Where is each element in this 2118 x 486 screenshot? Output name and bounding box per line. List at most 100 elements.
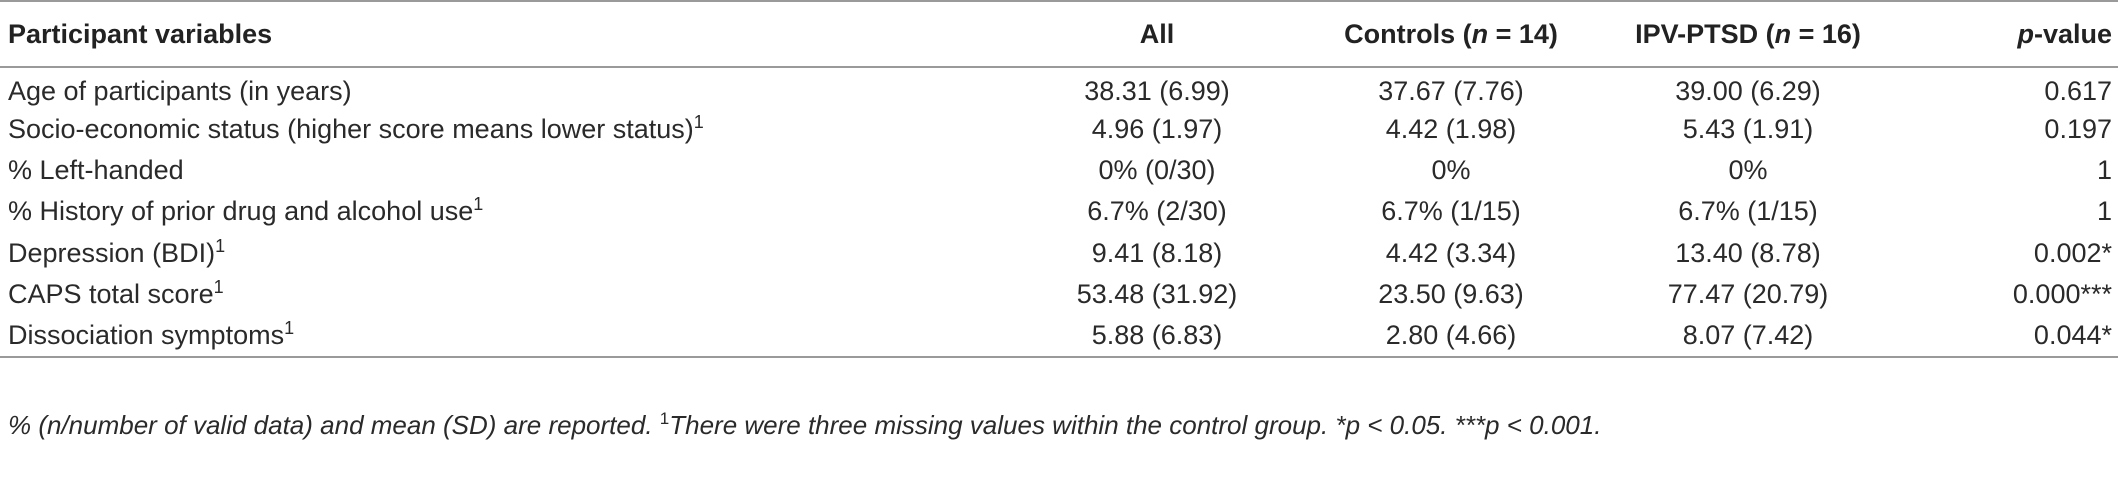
header-controls: Controls (n = 14) <box>1304 0 1598 68</box>
cell-all: 53.48 (31.92) <box>1010 274 1304 315</box>
header-row: Participant variables All Controls (n = … <box>0 0 2118 68</box>
table-row: % History of prior drug and alcohol use1… <box>0 191 2118 232</box>
cell-variable-label: Dissociation symptoms1 <box>0 315 1010 358</box>
footnote-part2: There were three missing values within t… <box>669 410 1602 440</box>
cell-controls-text: 4.42 (1.98) <box>1385 113 1517 144</box>
cell-p-value: 1 <box>1898 150 2118 191</box>
cell-all-text: 38.31 (6.99) <box>1084 75 1230 106</box>
header-ipv-n: n <box>1774 18 1792 49</box>
cell-all-text: 5.88 (6.83) <box>1091 320 1223 351</box>
cell-controls: 23.50 (9.63) <box>1304 274 1598 315</box>
cell-ipv-ptsd: 0% <box>1598 150 1898 191</box>
table-row: Age of participants (in years) 38.31 (6.9… <box>0 67 2118 108</box>
cell-controls-text: 4.42 (3.34) <box>1385 237 1517 268</box>
cell-all-text: 0% (0/30) <box>1098 154 1216 185</box>
table-row: % Left-handed 0% (0/30) 0% 0% 1 <box>0 150 2118 191</box>
cell-all-text: 6.7% (2/30) <box>1087 196 1227 227</box>
header-controls-suffix: = 14) <box>1488 18 1558 49</box>
cell-variable-label-text: Depression (BDI) <box>8 237 216 268</box>
participant-variables-table: Participant variables All Controls (n = … <box>0 0 2118 358</box>
header-all: All <box>1010 0 1304 68</box>
header-p-italic: p <box>2017 18 2034 49</box>
header-ipv-prefix: IPV-PTSD ( <box>1635 18 1775 49</box>
cell-all: 0% (0/30) <box>1010 150 1304 191</box>
footnote-marker: 1 <box>284 318 295 339</box>
table-body: Age of participants (in years) 38.31 (6.9… <box>0 67 2118 358</box>
cell-controls-text: 6.7% (1/15) <box>1381 196 1521 227</box>
cell-controls: 4.42 (3.34) <box>1304 233 1598 274</box>
cell-controls: 4.42 (1.98) <box>1304 108 1598 149</box>
footnote-marker: 1 <box>473 194 484 215</box>
cell-ipv-ptsd-text: 39.00 (6.29) <box>1675 75 1821 106</box>
cell-p-value-text: 0.197 <box>2044 113 2112 144</box>
footnote-marker: 1 <box>213 277 224 298</box>
cell-variable-label: Depression (BDI)1 <box>0 233 1010 274</box>
cell-controls-text: 37.67 (7.76) <box>1378 75 1524 106</box>
cell-variable-label: % Left-handed <box>0 150 1010 191</box>
cell-ipv-ptsd: 13.40 (8.78) <box>1598 233 1898 274</box>
cell-ipv-ptsd-text: 77.47 (20.79) <box>1667 279 1829 310</box>
cell-variable-label: Age of participants (in years) <box>0 67 1010 108</box>
cell-all: 5.88 (6.83) <box>1010 315 1304 358</box>
cell-controls-text: 2.80 (4.66) <box>1385 320 1517 351</box>
header-p-value: p-value <box>1898 0 2118 68</box>
cell-all: 6.7% (2/30) <box>1010 191 1304 232</box>
header-participant-variables-text: Participant variables <box>8 18 273 49</box>
cell-p-value: 0.044* <box>1898 315 2118 358</box>
table-header: Participant variables All Controls (n = … <box>0 0 2118 68</box>
header-controls-n: n <box>1471 18 1489 49</box>
cell-ipv-ptsd-text: 5.43 (1.91) <box>1682 113 1814 144</box>
cell-variable-label-text: % History of prior drug and alcohol use <box>8 196 474 227</box>
cell-all-text: 9.41 (8.18) <box>1091 237 1223 268</box>
cell-ipv-ptsd: 77.47 (20.79) <box>1598 274 1898 315</box>
cell-ipv-ptsd: 8.07 (7.42) <box>1598 315 1898 358</box>
cell-p-value: 0.617 <box>1898 67 2118 108</box>
cell-p-value-text: 1 <box>2096 154 2112 185</box>
cell-controls: 6.7% (1/15) <box>1304 191 1598 232</box>
cell-ipv-ptsd-text: 6.7% (1/15) <box>1678 196 1818 227</box>
cell-variable-label-text: CAPS total score <box>8 279 214 310</box>
table-row: CAPS total score1 53.48 (31.92) 23.50 (9.6… <box>0 274 2118 315</box>
cell-ipv-ptsd-text: 8.07 (7.42) <box>1682 320 1814 351</box>
footnote-marker: 1 <box>693 111 704 132</box>
cell-p-value-text: 0.000*** <box>2012 279 2112 310</box>
cell-p-value: 1 <box>1898 191 2118 232</box>
cell-controls: 0% <box>1304 150 1598 191</box>
cell-all: 4.96 (1.97) <box>1010 108 1304 149</box>
cell-ipv-ptsd-text: 0% <box>1728 154 1768 185</box>
cell-p-value-text: 1 <box>2096 196 2112 227</box>
cell-variable-label-text: % Left-handed <box>8 154 184 185</box>
cell-variable-label-text: Age of participants (in years) <box>8 75 352 106</box>
cell-p-value: 0.197 <box>1898 108 2118 149</box>
cell-variable-label: % History of prior drug and alcohol use1 <box>0 191 1010 232</box>
cell-ipv-ptsd: 5.43 (1.91) <box>1598 108 1898 149</box>
cell-controls: 37.67 (7.76) <box>1304 67 1598 108</box>
cell-controls: 2.80 (4.66) <box>1304 315 1598 358</box>
table-row: Depression (BDI)1 9.41 (8.18) 4.42 (3.34) 1… <box>0 233 2118 274</box>
cell-variable-label-text: Socio-economic status (higher score mean… <box>8 113 694 144</box>
header-participant-variables: Participant variables <box>0 0 1010 68</box>
data-table-container: Participant variables All Controls (n = … <box>0 0 2118 358</box>
header-ipv-ptsd: IPV-PTSD (n = 16) <box>1598 0 1898 68</box>
footnote-marker: 1 <box>215 235 226 256</box>
table-footnote: % (n/number of valid data) and mean (SD)… <box>8 410 1601 441</box>
cell-controls-text: 23.50 (9.63) <box>1378 279 1524 310</box>
header-controls-prefix: Controls ( <box>1344 18 1472 49</box>
cell-variable-label: Socio-economic status (higher score mean… <box>0 108 1010 149</box>
cell-variable-label-text: Dissociation symptoms <box>8 320 285 351</box>
cell-all-text: 4.96 (1.97) <box>1091 113 1223 144</box>
header-p-suffix: -value <box>2033 18 2112 49</box>
cell-p-value-text: 0.617 <box>2044 75 2112 106</box>
cell-variable-label: CAPS total score1 <box>0 274 1010 315</box>
cell-ipv-ptsd-text: 13.40 (8.78) <box>1675 237 1821 268</box>
footnote-part1: % (n/number of valid data) and mean (SD)… <box>8 410 660 440</box>
cell-ipv-ptsd: 39.00 (6.29) <box>1598 67 1898 108</box>
cell-p-value-text: 0.044* <box>2033 320 2112 351</box>
cell-all: 38.31 (6.99) <box>1010 67 1304 108</box>
cell-controls-text: 0% <box>1431 154 1471 185</box>
cell-p-value: 0.002* <box>1898 233 2118 274</box>
cell-all: 9.41 (8.18) <box>1010 233 1304 274</box>
cell-all-text: 53.48 (31.92) <box>1076 279 1238 310</box>
header-ipv-suffix: = 16) <box>1791 18 1861 49</box>
cell-p-value-text: 0.002* <box>2033 237 2112 268</box>
